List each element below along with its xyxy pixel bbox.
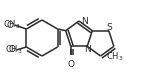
- Text: CH$_3$: CH$_3$: [3, 19, 21, 31]
- Text: N: N: [81, 17, 88, 26]
- Text: CH$_3$: CH$_3$: [106, 51, 124, 63]
- Text: S: S: [106, 23, 112, 32]
- Text: O: O: [6, 20, 13, 30]
- Text: O: O: [8, 46, 15, 54]
- Text: CH$_3$: CH$_3$: [5, 44, 23, 56]
- Text: N: N: [84, 45, 91, 54]
- Text: O: O: [68, 60, 75, 69]
